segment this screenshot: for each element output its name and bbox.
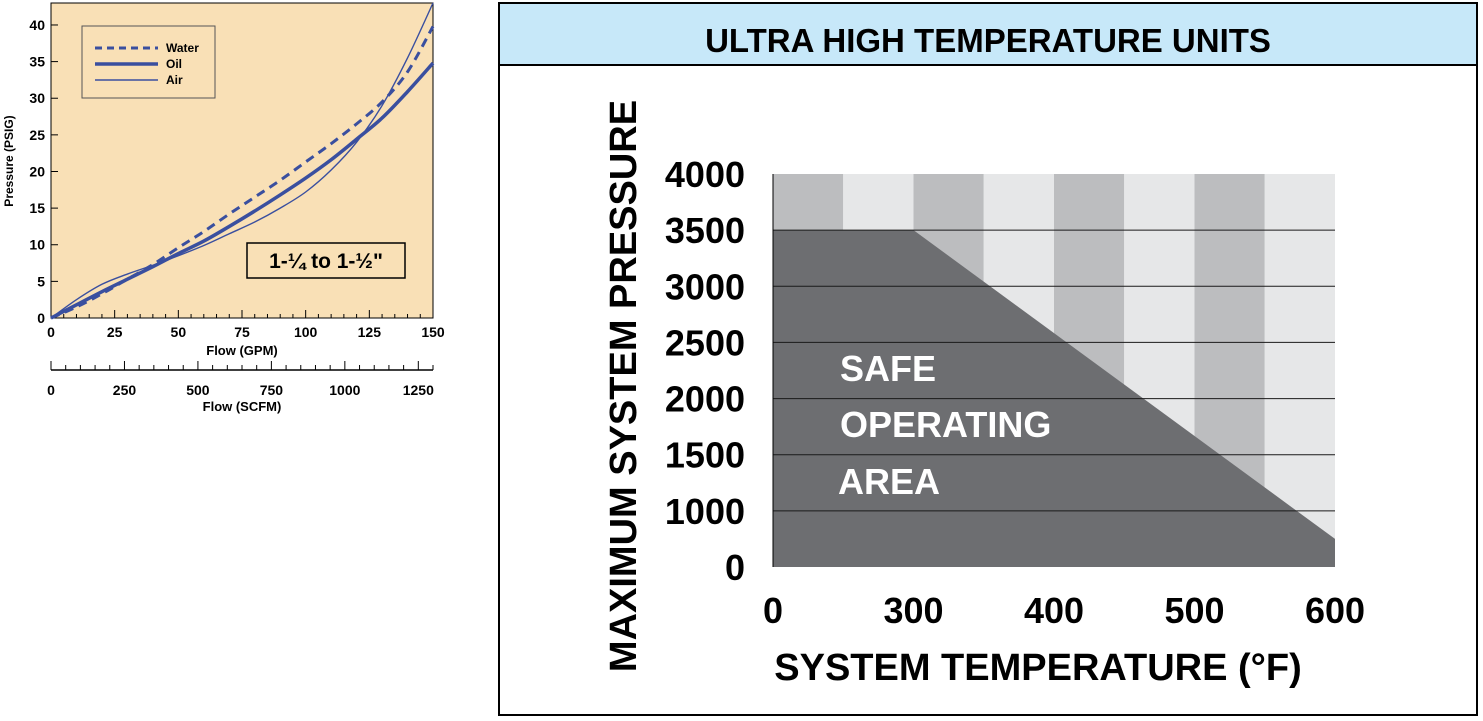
y-tick-label: 30 xyxy=(29,90,45,106)
pressure-tick-label: 4000 xyxy=(665,154,745,195)
pressure-tick-label: 2000 xyxy=(665,379,745,420)
annotation-box xyxy=(246,242,406,279)
temperature-tick-labels: 0 300 400 500 600 xyxy=(763,590,1365,631)
scfm-tick-label: 1250 xyxy=(403,382,434,398)
y-tick-label: 10 xyxy=(29,237,45,253)
x-tick-label: 0 xyxy=(47,324,55,340)
scfm-tick-label: 250 xyxy=(113,382,137,398)
y-axis-label: Pressure (PSIG) xyxy=(2,115,16,206)
x-axis-title: SYSTEM TEMPERATURE (°F) xyxy=(774,647,1302,689)
flow-pressure-chart: 0 5 10 15 20 25 30 35 40 0 25 50 75 100 125 150 Water … xyxy=(2,2,445,414)
x-tick-label: 75 xyxy=(234,324,250,340)
temperature-pressure-chart: ULTRA HIGH TEMPERATURE UNITS SAFE OPERAT… xyxy=(500,4,1476,689)
temperature-tick-label: 300 xyxy=(883,590,943,631)
x-tick-label: 50 xyxy=(171,324,187,340)
title-bar xyxy=(500,4,1476,65)
x-tick-label: 125 xyxy=(358,324,382,340)
pressure-tick-label: 0 xyxy=(725,547,745,588)
safe-area-line-1: SAFE xyxy=(840,348,936,389)
safe-area-label: SAFE OPERATING AREA xyxy=(838,348,1051,502)
temperature-tick-label: 0 xyxy=(763,590,783,631)
scfm-tick-label: 1000 xyxy=(329,382,360,398)
legend: Water Oil Air xyxy=(81,25,216,99)
series-air-line xyxy=(50,2,434,319)
scfm-tick-label: 0 xyxy=(47,382,55,398)
temperature-tick-label: 500 xyxy=(1164,590,1224,631)
safe-area-line-3: AREA xyxy=(838,461,940,502)
y-axis-ticks: 0 5 10 15 20 25 30 35 40 xyxy=(29,17,58,326)
temperature-tick-label: 400 xyxy=(1024,590,1084,631)
x-tick-label: 25 xyxy=(107,324,123,340)
scfm-axis-ticks: 0 250 500 750 1000 1250 xyxy=(47,361,434,398)
scfm-tick-label: 750 xyxy=(260,382,284,398)
legend-box xyxy=(81,25,216,99)
pressure-tick-labels: 0 1000 1500 2000 2500 3000 3500 4000 xyxy=(665,154,745,588)
pressure-tick-label: 2500 xyxy=(665,322,745,363)
y-axis-title: MAXIMUM SYSTEM PRESSURE xyxy=(603,100,645,672)
scfm-tick-label: 500 xyxy=(186,382,210,398)
y-tick-label: 40 xyxy=(29,17,45,33)
y-tick-label: 35 xyxy=(29,54,45,70)
size-annotation: 1-¼ to 1-½" xyxy=(246,242,406,279)
y-tick-label: 5 xyxy=(37,273,45,289)
temperature-tick-label: 600 xyxy=(1305,590,1365,631)
x-tick-label: 100 xyxy=(294,324,318,340)
pressure-tick-label: 1500 xyxy=(665,435,745,476)
x-axis-label-scfm: Flow (SCFM) xyxy=(203,399,282,414)
pressure-tick-label: 3000 xyxy=(665,266,745,307)
legend-oil-label: Oil xyxy=(166,57,182,71)
y-tick-label: 25 xyxy=(29,127,45,143)
y-tick-label: 15 xyxy=(29,200,45,216)
series-lines xyxy=(50,2,435,320)
y-tick-label: 0 xyxy=(37,310,45,326)
x-axis-label-gpm: Flow (GPM) xyxy=(206,343,278,358)
pressure-tick-label: 3500 xyxy=(665,210,745,251)
chart-title: ULTRA HIGH TEMPERATURE UNITS xyxy=(705,22,1271,59)
legend-water-label: Water xyxy=(166,41,199,55)
ultra-high-temperature-panel: ULTRA HIGH TEMPERATURE UNITS SAFE OPERAT… xyxy=(498,2,1478,716)
pressure-tick-label: 1000 xyxy=(665,491,745,532)
y-tick-label: 20 xyxy=(29,163,45,179)
x-axis-ticks: 0 25 50 75 100 125 150 xyxy=(47,310,445,340)
series-oil-line xyxy=(50,61,435,320)
safe-area-line-2: OPERATING xyxy=(840,404,1051,445)
x-tick-label: 150 xyxy=(421,324,445,340)
annotation-text: 1-¼ to 1-½" xyxy=(269,250,383,273)
legend-air-label: Air xyxy=(166,73,183,87)
grid-lines xyxy=(773,229,1335,512)
series-water-line xyxy=(50,25,435,320)
